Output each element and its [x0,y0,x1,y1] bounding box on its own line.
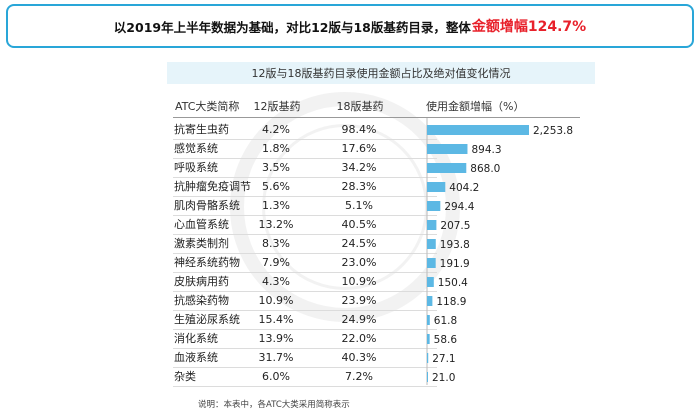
category-label: 神经系统药物 [174,256,240,269]
growth-value-label: 207.5 [440,220,470,232]
row-divider [173,291,437,292]
row-divider [173,386,437,387]
growth-value-label: 61.8 [434,315,457,327]
share-18-value: 10.9% [341,275,377,288]
share-18-value: 23.0% [341,256,377,269]
growth-value-label: 2,253.8 [533,125,573,137]
growth-bar [427,277,434,287]
row-divider [173,367,437,368]
share-18-value: 22.0% [341,332,377,345]
header-divider [173,117,580,118]
share-18-value: 98.4% [341,123,377,136]
growth-value-label: 894.3 [471,144,501,156]
share-18-value: 23.9% [341,294,377,307]
share-12-value: 10.9% [258,294,294,307]
share-12-value: 4.2% [262,123,290,136]
category-label: 血液系统 [174,351,218,364]
share-18-value: 24.9% [341,313,377,326]
share-12-value: 1.3% [262,199,290,212]
row-divider [173,329,437,330]
category-label: 杂类 [174,370,196,383]
share-12-value: 8.3% [262,237,290,250]
category-label: 呼吸系统 [174,161,218,174]
category-label: 肌肉骨骼系统 [174,199,240,212]
growth-value-label: 868.0 [470,163,500,175]
share-18-value: 40.3% [341,351,377,364]
category-label: 感觉系统 [174,142,218,155]
category-label: 抗肿瘤免疫调节 [174,180,251,193]
growth-value-label: 193.8 [440,239,470,251]
share-12-value: 4.3% [262,275,290,288]
row-divider [173,158,437,159]
share-12-value: 13.9% [258,332,294,345]
category-label: 皮肤病用药 [174,275,229,288]
category-label: 激素类制剂 [174,237,229,250]
growth-bar [427,163,467,173]
growth-value-label: 58.6 [434,334,458,346]
growth-bar [427,144,468,154]
share-18-value: 40.5% [341,218,377,231]
growth-bar [427,315,430,325]
share-18-value: 24.5% [341,237,377,250]
growth-bar [427,239,436,249]
share-18-value: 5.1% [345,199,373,212]
growth-bar [427,182,446,192]
share-18-value: 17.6% [341,142,377,155]
row-divider [173,272,437,273]
growth-bar [427,296,433,306]
share-12-value: 1.8% [262,142,290,155]
header-12-edition: 12版基药 [253,100,301,113]
growth-value-label: 118.9 [436,296,466,308]
row-divider [173,139,437,140]
header-atc: ATC大类简称 [175,100,240,113]
row-divider [173,215,437,216]
share-12-value: 15.4% [258,313,294,326]
row-divider [173,310,437,311]
share-18-value: 28.3% [341,180,377,193]
row-divider [173,253,437,254]
share-12-value: 13.2% [258,218,294,231]
category-label: 心血管系统 [174,218,229,231]
footnote: 说明：本表中，各ATC大类采用简称表示 [198,400,350,410]
headline-text: 以2019年上半年数据为基础，对比12版与18版基药目录，整体 [113,19,471,35]
share-12-value: 5.6% [262,180,290,193]
growth-bar [427,334,430,344]
header-growth: 使用金额增幅（%） [426,100,525,113]
row-divider [173,234,437,235]
growth-value-label: 150.4 [438,277,468,289]
growth-bar [427,220,437,230]
growth-bar [427,353,429,363]
share-12-value: 31.7% [258,351,294,364]
share-12-value: 7.9% [262,256,290,269]
growth-bar [427,372,428,382]
growth-bar [427,125,529,135]
growth-value-label: 294.4 [444,201,474,213]
category-label: 抗寄生虫药 [174,123,229,136]
category-label: 消化系统 [174,332,218,345]
headline-highlight: 金额增幅124.7% [471,19,587,35]
row-divider [173,177,437,178]
category-label: 抗感染药物 [174,294,229,307]
row-divider [173,196,437,197]
headline-banner: 以2019年上半年数据为基础，对比12版与18版基药目录，整体 金额增幅124.7… [6,4,694,48]
share-18-value: 7.2% [345,370,373,383]
chart-subtitle: 12版与18版基药目录使用金额占比及绝对值变化情况 [167,62,595,84]
growth-bar [427,201,441,211]
row-divider [173,348,437,349]
growth-value-label: 27.1 [432,353,455,365]
share-18-value: 34.2% [341,161,377,174]
category-label: 生殖泌尿系统 [174,313,240,326]
share-12-value: 6.0% [262,370,290,383]
header-18-edition: 18版基药 [336,100,384,113]
share-12-value: 3.5% [262,161,290,174]
growth-bar [427,258,436,268]
growth-value-label: 191.9 [440,258,470,270]
growth-value-label: 21.0 [432,372,455,384]
growth-value-label: 404.2 [449,182,479,194]
